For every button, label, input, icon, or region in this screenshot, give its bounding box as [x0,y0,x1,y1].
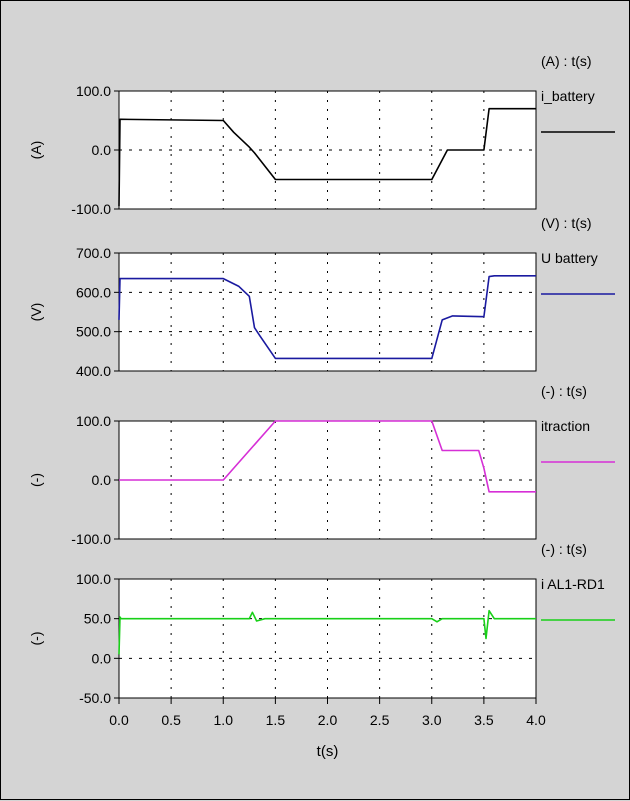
plot-panel-1: 100.0 0.0 -100.0 (A) (A) : t(s) i_battery [28,53,615,217]
x-tick-label: 1.5 [266,712,286,728]
x-tick-label: 3.5 [474,712,494,728]
y-tick-label: 600.0 [76,284,111,300]
y-tick-label: 100.0 [76,571,111,587]
legend-label: i AL1-RD1 [541,576,605,592]
x-tick-label: 0.0 [109,712,129,728]
series-line-i-battery [118,107,536,207]
x-axis-title: t(s) [317,743,339,760]
x-tick-label: 3.0 [422,712,442,728]
y-tick-label: -100.0 [71,201,111,217]
y-tick-label: 0.0 [92,472,112,488]
plot-area [118,578,537,699]
y-tick-label: 0.0 [92,142,112,158]
y-axis-label: (-) [28,632,44,646]
legend-label: U battery [541,250,598,266]
x-tick-label: 2.0 [318,712,338,728]
y-tick-label: 100.0 [76,413,111,429]
plot-panel-2: 700.0 600.0 500.0 400.0 (V) (V) : t(s) U batte… [28,215,615,379]
legend-label: i_battery [541,88,595,104]
y-tick-label: -50.0 [79,690,111,706]
unit-header: (A) : t(s) [541,53,592,69]
unit-header: (V) : t(s) [541,215,592,231]
legend-label: itraction [541,418,590,434]
y-axis-label: (V) [28,303,44,322]
y-axis-label: (-) [28,473,44,487]
series-line-u-battery [118,274,536,360]
x-tick-label: 1.0 [214,712,234,728]
y-tick-label: 50.0 [84,611,111,627]
x-tick-label: 4.0 [526,712,546,728]
y-tick-label: 700.0 [76,245,111,261]
plot-panel-4: 100.0 50.0 0.0 -50.0 (-) (-) : t(s) i AL1-RD1 [28,541,615,706]
y-tick-label: 500.0 [76,324,111,340]
unit-header: (-) : t(s) [541,383,587,399]
x-tick-label: 2.5 [370,712,390,728]
y-axis-label: (A) [28,141,44,160]
x-axis: 0.0 0.5 1.0 1.5 2.0 2.5 3.0 3.5 4.0 t(s) [109,698,546,760]
x-tick-label: 0.5 [161,712,181,728]
series-line-i-al1-rd1 [118,609,536,655]
y-tick-label: 0.0 [92,650,112,666]
y-tick-label: 100.0 [76,83,111,99]
y-tick-label: -100.0 [71,531,111,547]
unit-header: (-) : t(s) [541,541,587,557]
y-tick-label: 400.0 [76,363,111,379]
series-line-itraction [119,420,536,493]
plot-panel-3: 100.0 0.0 -100.0 (-) (-) : t(s) itraction [28,383,615,547]
